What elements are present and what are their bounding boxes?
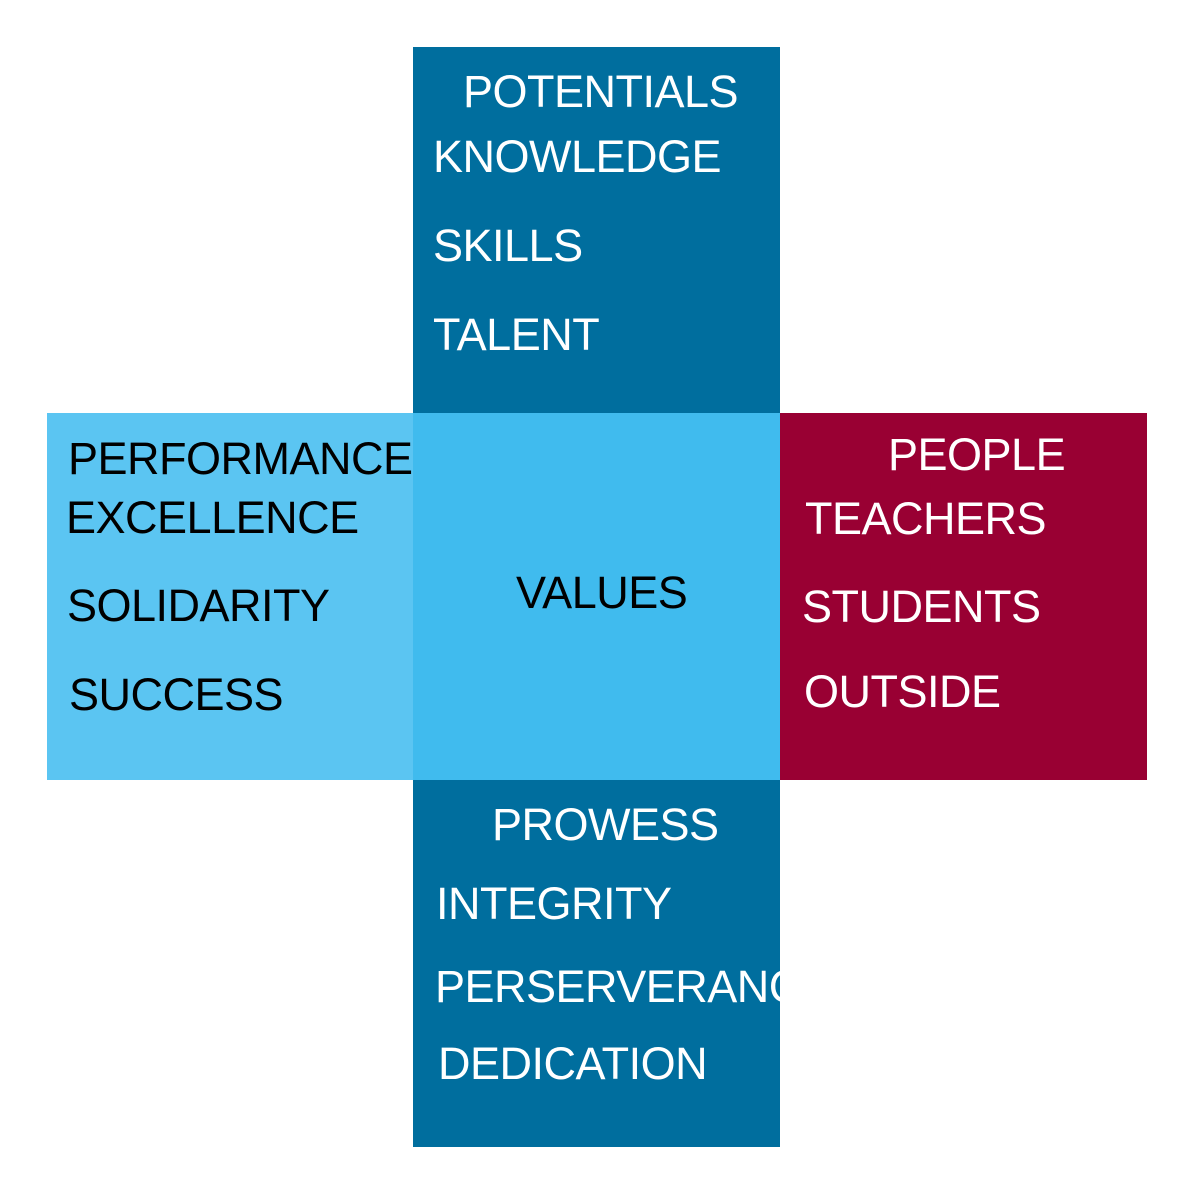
performance-block: PERFORMANCE EXCELLENCE SOLIDARITY SUCCES… xyxy=(47,413,413,780)
prowess-item-integrity: INTEGRITY xyxy=(436,878,672,929)
potentials-title: POTENTIALS xyxy=(463,66,739,117)
values-title: VALUES xyxy=(516,567,688,618)
people-item-teachers: TEACHERS xyxy=(805,493,1047,544)
values-block: VALUES xyxy=(413,413,780,780)
potentials-item-knowledge: KNOWLEDGE xyxy=(433,131,722,182)
prowess-title: PROWESS xyxy=(492,799,719,850)
people-block: PEOPLE TEACHERS STUDENTS OUTSIDE xyxy=(780,413,1147,780)
potentials-block: POTENTIALS KNOWLEDGE SKILLS TALENT xyxy=(413,47,780,413)
performance-title: PERFORMANCE xyxy=(68,433,413,484)
potentials-item-skills: SKILLS xyxy=(433,220,583,271)
prowess-item-dedication: DEDICATION xyxy=(438,1038,708,1089)
prowess-block: PROWESS INTEGRITY PERSERVERANCE DEDICATI… xyxy=(413,780,780,1147)
potentials-item-talent: TALENT xyxy=(433,309,600,360)
prowess-item-perserverance: PERSERVERANCE xyxy=(435,961,780,1012)
performance-item-excellence: EXCELLENCE xyxy=(66,492,359,543)
people-title: PEOPLE xyxy=(888,429,1066,480)
people-item-students: STUDENTS xyxy=(802,581,1041,632)
performance-item-solidarity: SOLIDARITY xyxy=(67,580,330,631)
people-item-outside: OUTSIDE xyxy=(804,666,1001,717)
performance-item-success: SUCCESS xyxy=(69,669,284,720)
